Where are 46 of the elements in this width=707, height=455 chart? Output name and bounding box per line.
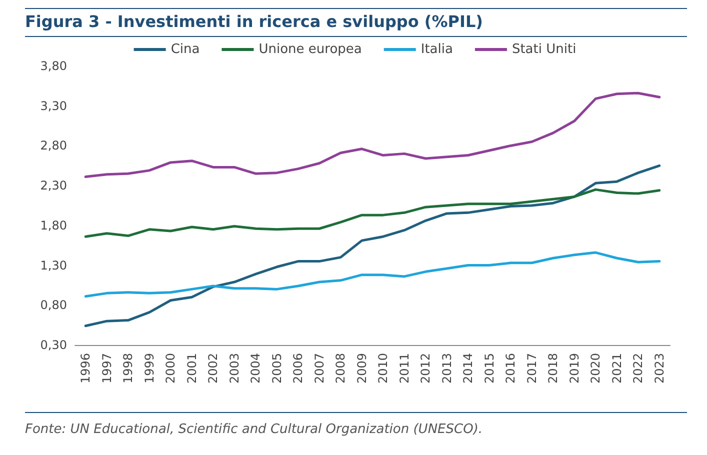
legend-label: Unione europea [258,42,362,57]
chart-title: Figura 3 - Investimenti in ricerca e sviluppo (%PIL) [25,8,687,37]
x-tick-label: 2003 [227,353,242,384]
x-tick-label: 2005 [270,353,284,384]
x-tick-label: 2018 [546,353,560,384]
x-tick-label: 1998 [121,353,136,384]
x-tick-label: 2014 [461,353,476,384]
x-tick-label: 2019 [567,353,582,384]
y-tick-label: 1,30 [40,258,67,272]
x-tick-label: 2017 [524,353,539,384]
x-tick-label: 2013 [440,353,454,384]
line-series [84,92,661,178]
x-tick-label: 2007 [312,353,326,384]
legend-label: Italia [420,42,453,57]
x-tick-label: 1996 [78,353,93,384]
y-tick-label: 2,80 [40,138,67,153]
x-tick-label: 2010 [376,353,390,384]
x-tick-label: 2009 [354,353,369,384]
x-tick-label: 1999 [142,353,156,384]
x-tick-label: 2022 [631,353,646,384]
x-tick-label: 2015 [482,353,496,384]
x-tick-label: 2004 [248,353,263,384]
y-tick-label: 0,30 [40,338,67,352]
x-tick-label: 2021 [610,353,624,384]
legend-label: Stati Uniti [512,42,576,57]
x-tick-label: 1997 [100,353,114,384]
x-tick-label: 2001 [184,353,199,384]
source-note: Fonte: UN Educational, Scientific and Cultural Organization (UNESCO). [25,412,687,437]
line-series [84,188,661,238]
x-tick-label: 2020 [588,353,603,384]
legend-label: Cina [170,42,200,57]
y-tick-label: 0,80 [40,298,67,312]
x-tick-label: 2011 [397,353,412,384]
y-tick-label: 3,80 [40,59,67,73]
x-tick-label: 2002 [206,353,220,384]
y-tick-label: 3,30 [40,98,67,113]
x-tick-label: 2000 [164,353,178,384]
x-tick-label: 2006 [291,353,306,384]
x-tick-label: 2016 [504,353,518,384]
x-tick-label: 2008 [334,353,348,384]
x-tick-label: 2012 [418,353,433,384]
y-tick-label: 2,30 [40,178,67,193]
line-series [84,164,661,328]
x-tick-label: 2023 [652,353,666,384]
line-series [84,251,661,298]
y-tick-label: 1,80 [40,218,67,232]
